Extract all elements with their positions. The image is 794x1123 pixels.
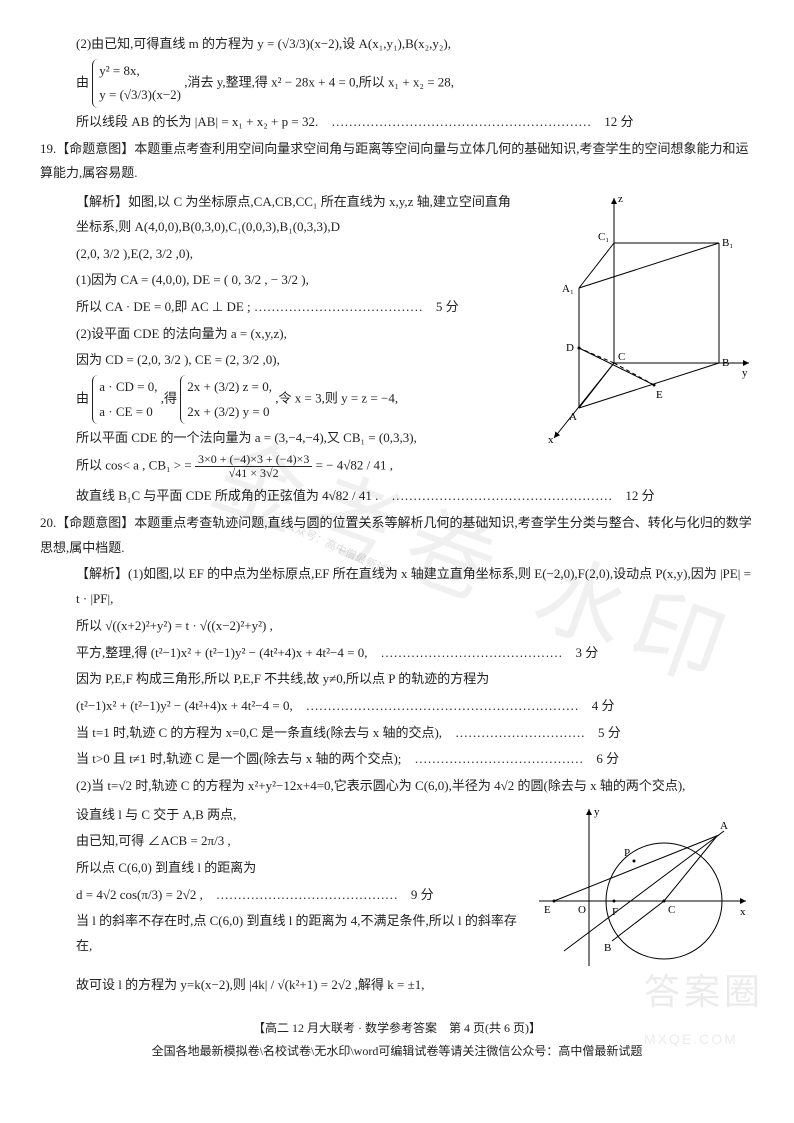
lbl-z: z — [618, 193, 623, 205]
q20-sol1: 【解析】(1)如图,以 EF 的中点为坐标原点,EF 所在直线为 x 轴建立直角… — [40, 562, 754, 611]
lbl-B1: B₁ — [722, 237, 733, 249]
q19-p2d: 故直线 B₁C 与平面 CDE 所成角的正弦值为 4√82 / 41 . ………… — [40, 484, 754, 509]
lbl-B: B — [722, 357, 729, 369]
lbl-C2: C — [668, 904, 675, 916]
q19-diagram: z y x C A B C₁ A₁ B₁ D E — [524, 188, 754, 448]
q20-eq2: 平方,整理,得 (t²−1)x² + (t²−1)y² − (4t²+4)x +… — [40, 641, 754, 666]
q18-system: 由 y² = 8x, y = (√3/3)(x−2) ,消去 y,整理,得 x²… — [40, 59, 754, 108]
lbl-E: E — [656, 389, 663, 401]
lbl-C1: C₁ — [598, 231, 609, 243]
lbl-F2: F — [612, 906, 618, 918]
q20-eq4: (t²−1)x² + (t²−1)y² − (4t²+4)x + 4t²−4 =… — [40, 694, 754, 719]
lbl-P: P — [624, 847, 630, 859]
q19-sys2-after: ,令 x = 3,则 y = z = −4, — [275, 391, 398, 406]
q19-cos-rhs: = − 4√82 / 41 , — [316, 458, 393, 473]
q20-eq6: 当 t>0 且 t≠1 时,轨迹 C 是一个圆(除去与 x 轴的两个交点); …… — [40, 747, 754, 772]
lbl-x2: x — [740, 906, 746, 918]
lbl-y2: y — [594, 806, 600, 818]
q19-cos: 所以 cos< a , CB₁ > = 3×0 + (−4)×3 + (−4)×… — [40, 453, 754, 480]
lbl-A1: A₁ — [562, 283, 574, 295]
q20-diagram: x y O C E F A B P — [534, 801, 754, 971]
footer-l2: 全国各地最新模拟卷\名校试卷\无水印\word可编辑试卷等请关注微信公众号：高中… — [40, 1040, 754, 1063]
q19-cos-lhs: 所以 cos< a , CB₁ > = — [76, 458, 192, 473]
lbl-A2: A — [720, 820, 728, 832]
q20-eq1: 所以 √((x+2)²+y²) = t · √((x−2)²+y²) , — [40, 614, 754, 639]
lbl-y: y — [742, 367, 748, 379]
q20-eq3: 因为 P,E,F 构成三角形,所以 P,E,F 不共线,故 y≠0,所以点 P … — [40, 667, 754, 692]
lbl-E2: E — [544, 904, 551, 916]
q18-sys-after: ,消去 y,整理,得 x² − 28x + 4 = 0,所以 x₁ + x₂ =… — [184, 74, 454, 89]
footer-l1: 【高二 12 月大联考 · 数学参考答案 第 4 页(共 6 页)】 — [40, 1017, 754, 1040]
q19-sys2a: a · CD = 0, — [99, 375, 157, 400]
q20-intent: 20.【命题意图】本题重点考查轨迹问题,直线与圆的位置关系等解析几何的基础知识,… — [40, 511, 754, 560]
q19-svg: z y x C A B C₁ A₁ B₁ D E — [524, 188, 754, 448]
q19-sys2d: 2x + (3/2) y = 0 — [187, 400, 272, 425]
q20-p2g: 故可设 l 的方程为 y=k(x−2),则 |4k| / √(k²+1) = 2… — [40, 973, 754, 998]
page-footer: 【高二 12 月大联考 · 数学参考答案 第 4 页(共 6 页)】 全国各地最… — [40, 1017, 754, 1063]
q18-sys-top: y² = 8x, — [99, 59, 181, 84]
q20-svg: x y O C E F A B P — [534, 801, 754, 971]
q18-sys-bot: y = (√3/3)(x−2) — [99, 83, 181, 108]
lbl-x: x — [548, 434, 554, 446]
lbl-B2: B — [604, 942, 611, 954]
q19-intent: 19.【命题意图】本题重点考查利用空间向量求空间角与距离等空间向量与立体几何的基… — [40, 137, 754, 186]
lbl-A: A — [569, 411, 577, 423]
q20-eq5: 当 t=1 时,轨迹 C 的方程为 x=0,C 是一条直线(除去与 x 轴的交点… — [40, 721, 754, 746]
q19-cos-den: √41 × 3√2 — [195, 467, 312, 480]
lbl-D: D — [566, 342, 574, 354]
q20-p2a: (2)当 t=√2 时,轨迹 C 的方程为 x²+y²−12x+4=0,它表示圆… — [40, 774, 754, 799]
lbl-O: O — [578, 904, 586, 916]
q18-ablen: 所以线段 AB 的长为 |AB| = x₁ + x₂ + p = 32. ………… — [40, 110, 754, 135]
lbl-C: C — [618, 351, 625, 363]
q18-p2-intro: (2)由已知,可得直线 m 的方程为 y = (√3/3)(x−2),设 A(x… — [40, 32, 754, 57]
q19-sys2b: a · CE = 0 — [99, 400, 157, 425]
q19-cos-num: 3×0 + (−4)×3 + (−4)×3 — [195, 453, 312, 467]
q19-sys2c: 2x + (3/2) z = 0, — [187, 375, 272, 400]
